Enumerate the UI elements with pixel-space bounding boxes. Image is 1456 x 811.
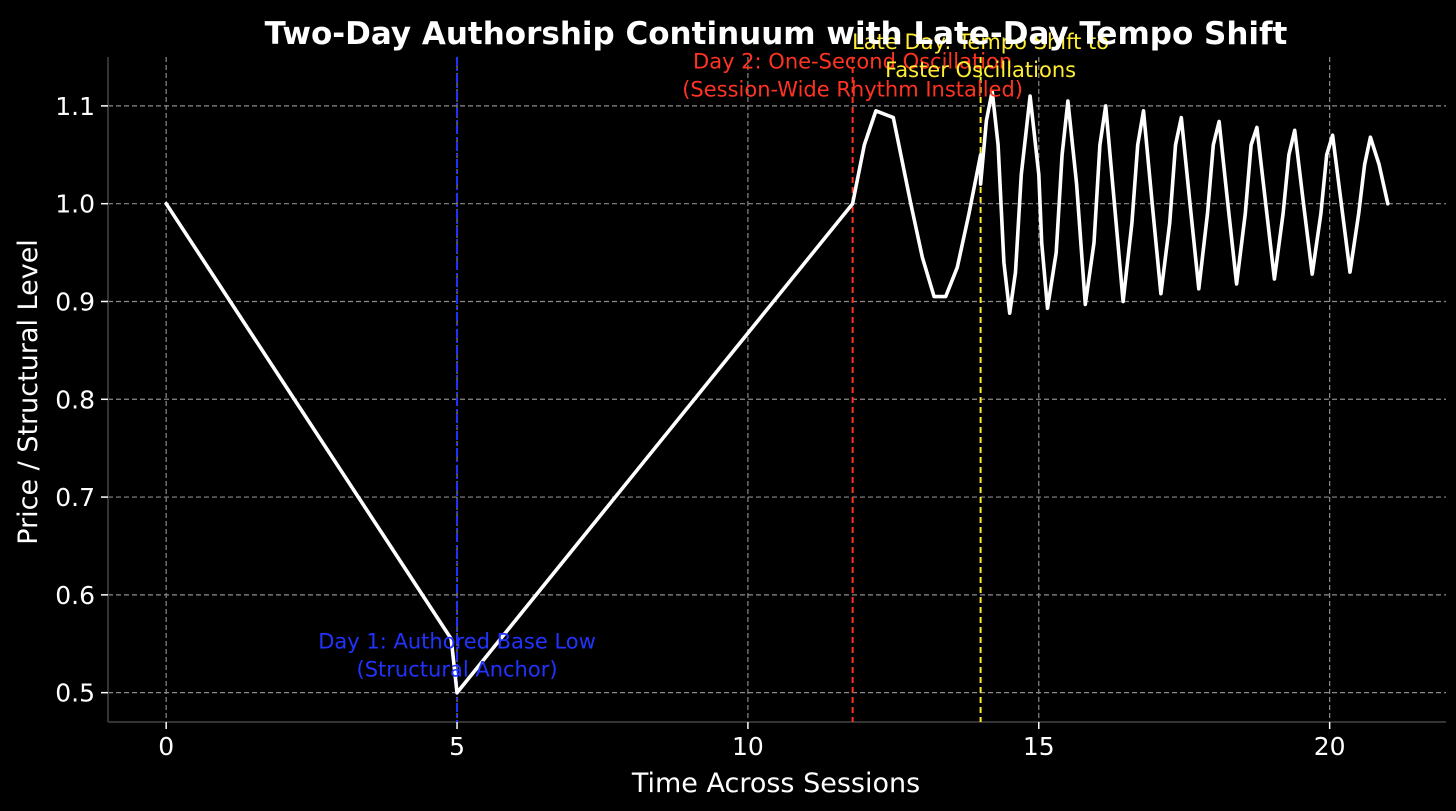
axes: 0 5 10 15 20 0.5 0.6 0.7 0.8 0.9 1.0 1.1 xyxy=(55,57,1446,761)
y-tick-label: 1.1 xyxy=(55,92,95,121)
y-axis-label: Price / Structural Level xyxy=(13,239,44,545)
annotation: Late Day: Tempo Shift to Faster Oscillati… xyxy=(852,30,1109,82)
x-axis-label: Time Across Sessions xyxy=(631,768,920,799)
y-tick-label: 1.0 xyxy=(55,190,95,219)
y-tick-label: 0.7 xyxy=(55,483,95,512)
annotations: Day 1: Authored Base Low (Structural Anch… xyxy=(318,30,1109,681)
y-tick-label: 0.6 xyxy=(55,581,95,610)
x-tick-label: 5 xyxy=(449,732,465,761)
x-tick-label: 15 xyxy=(1023,732,1055,761)
grid xyxy=(108,57,1446,722)
x-tick-label: 20 xyxy=(1314,732,1346,761)
x-tick-label: 0 xyxy=(158,732,174,761)
y-tick-label: 0.9 xyxy=(55,287,95,316)
x-tick-label: 10 xyxy=(732,732,764,761)
annotation: Day 1: Authored Base Low (Structural Anch… xyxy=(318,630,596,682)
y-tick-label: 0.8 xyxy=(55,385,95,414)
series xyxy=(164,89,1390,695)
chart-title: Two-Day Authorship Continuum with Late-D… xyxy=(265,16,1288,52)
series-line xyxy=(164,89,1390,695)
y-tick-label: 0.5 xyxy=(55,679,95,708)
annotation: Day 2: One-Second Oscillation (Session-Wi… xyxy=(682,50,1023,102)
